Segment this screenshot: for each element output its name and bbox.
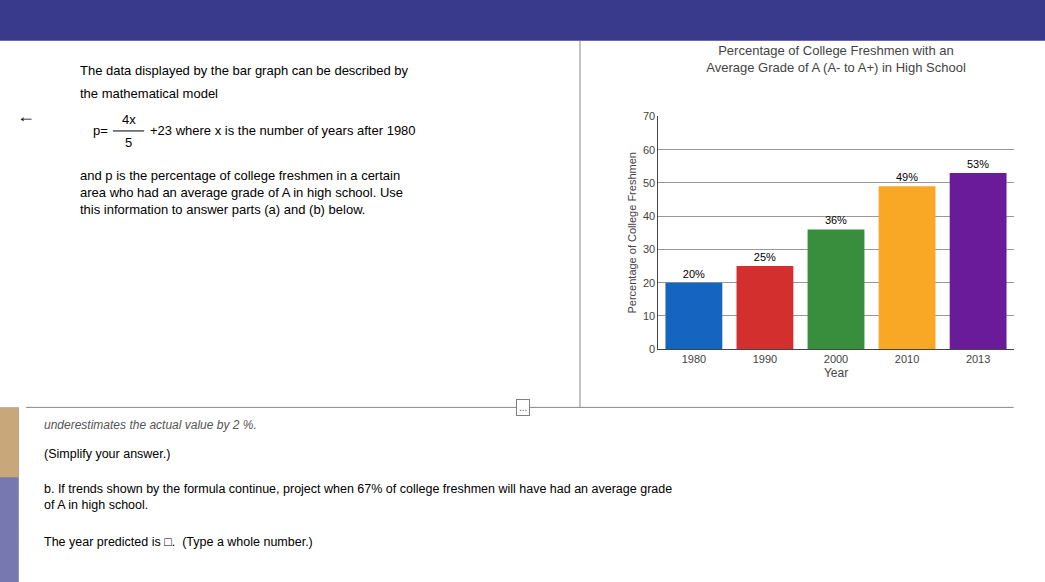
svg-text:20%: 20% (683, 268, 705, 280)
svg-text:36%: 36% (825, 214, 847, 226)
svg-text:25%: 25% (754, 251, 776, 263)
svg-text:the mathematical model: the mathematical model (80, 86, 218, 101)
svg-text:(Simplify your answer.): (Simplify your answer.) (44, 447, 170, 461)
svg-text:49%: 49% (896, 171, 918, 183)
svg-text:5: 5 (125, 135, 132, 150)
svg-text:←: ← (17, 106, 35, 126)
svg-text:underestimates the actual valu: underestimates the actual value by 2 %. (44, 418, 257, 432)
svg-text:The year predicted is □. (Typ: The year predicted is □. (Type a whole n… (44, 535, 313, 549)
svg-text:Percentage of College Freshmen: Percentage of College Freshmen with anAv… (706, 43, 966, 75)
svg-text:70: 70 (643, 110, 655, 122)
svg-text:20: 20 (643, 277, 655, 289)
svg-text:30: 30 (643, 243, 655, 255)
svg-text:50: 50 (643, 177, 655, 189)
svg-text:...: ... (519, 402, 527, 413)
svg-text:1980: 1980 (682, 353, 706, 365)
svg-text:Percentage of College Freshmen: Percentage of College Freshmen (626, 152, 638, 313)
svg-text:p=: p= (93, 123, 108, 138)
svg-text:2010: 2010 (895, 353, 919, 365)
svg-text:40: 40 (643, 210, 655, 222)
svg-text:b. If trends shown by the form: b. If trends shown by the formula contin… (44, 482, 672, 512)
svg-text:1990: 1990 (753, 353, 777, 365)
svg-text:Year: Year (824, 366, 848, 380)
svg-text:10: 10 (643, 310, 655, 322)
svg-text:and p is the percentage of col: and p is the percentage of college fresh… (80, 168, 403, 217)
svg-text:2013: 2013 (966, 353, 990, 365)
svg-text:4x: 4x (122, 112, 136, 127)
svg-text:0: 0 (649, 343, 655, 355)
svg-text:The data displayed by the bar: The data displayed by the bar graph can … (80, 63, 409, 78)
svg-text:2000: 2000 (824, 353, 848, 365)
svg-text:53%: 53% (967, 158, 989, 170)
svg-text:+23 where x is the number of y: +23 where x is the number of years after… (150, 123, 416, 138)
svg-text:60: 60 (643, 144, 655, 156)
